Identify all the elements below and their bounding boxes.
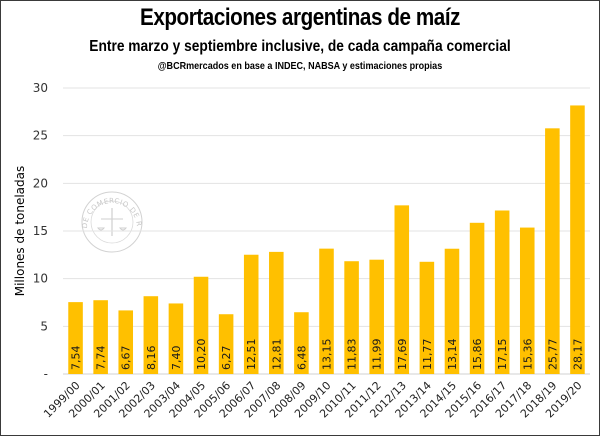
bars (68, 105, 585, 375)
y-tick-label: - (44, 367, 48, 381)
bar (570, 105, 585, 375)
data-label: 15,86 (471, 339, 484, 371)
bar (394, 205, 410, 374)
y-tick-label: 30 (33, 81, 48, 95)
data-label: 25,77 (546, 339, 559, 371)
bar (545, 128, 560, 374)
bar (143, 296, 159, 374)
data-label: 17,69 (396, 339, 409, 371)
chart-subtitle: Entre marzo y septiembre inclusive, de c… (89, 38, 511, 55)
data-label: 11,77 (421, 339, 434, 371)
bar (369, 259, 384, 374)
data-labels: 7,54 7,74 6,67 8,16 7,40 10,20 6,27 12,51 12,81 6… (70, 339, 585, 371)
bar (218, 314, 234, 374)
bar (344, 261, 359, 374)
bar (419, 261, 435, 374)
y-tick-label: 15 (33, 224, 48, 238)
data-label: 12,81 (270, 339, 283, 371)
data-label: 13,15 (321, 339, 334, 371)
bar (519, 227, 535, 374)
bar (168, 303, 184, 374)
chart-source: @BCRmercados en base a INDEC, NABSA y es… (157, 60, 443, 72)
data-label: 8,16 (145, 346, 158, 371)
bar (118, 310, 134, 374)
data-label: 6,67 (120, 346, 133, 371)
bar (319, 248, 334, 374)
bar (469, 222, 485, 374)
bar (93, 300, 108, 374)
watermark-scale-right (118, 227, 128, 231)
data-label: 7,74 (95, 346, 108, 371)
data-label: 13,14 (446, 339, 459, 371)
watermark-inner-ring (90, 200, 134, 244)
data-label: 15,36 (521, 339, 534, 371)
bar (243, 254, 259, 374)
y-tick-label: 5 (40, 319, 48, 333)
data-label: 10,20 (195, 339, 208, 371)
bar (444, 248, 460, 374)
watermark-scale-left (96, 227, 106, 231)
y-tick-label: 20 (33, 176, 48, 190)
data-label: 17,15 (496, 339, 509, 371)
data-label: 6,48 (295, 346, 308, 371)
data-label: 7,40 (170, 346, 183, 371)
y-axis-label: Millones de toneladas (13, 166, 27, 297)
bar (269, 251, 284, 374)
y-axis-ticks: - 5 10 15 20 25 30 (33, 81, 48, 381)
bar (494, 210, 510, 374)
bar (294, 312, 309, 374)
chart-title: Exportaciones argentinas de maíz (139, 4, 461, 31)
bar (193, 276, 209, 374)
data-label: 7,54 (70, 346, 83, 371)
data-label: 11,99 (371, 339, 384, 371)
bar (68, 302, 83, 374)
y-tick-label: 10 (33, 272, 48, 286)
y-tick-label: 25 (33, 129, 48, 143)
watermark-ring (81, 191, 143, 253)
x-axis-ticks: 1999/002000/012001/022002/032003/042004/… (41, 379, 584, 421)
data-label: 6,27 (220, 346, 233, 371)
data-label: 28,17 (571, 339, 584, 371)
data-label: 12,51 (245, 339, 258, 371)
data-label: 11,83 (346, 339, 359, 371)
